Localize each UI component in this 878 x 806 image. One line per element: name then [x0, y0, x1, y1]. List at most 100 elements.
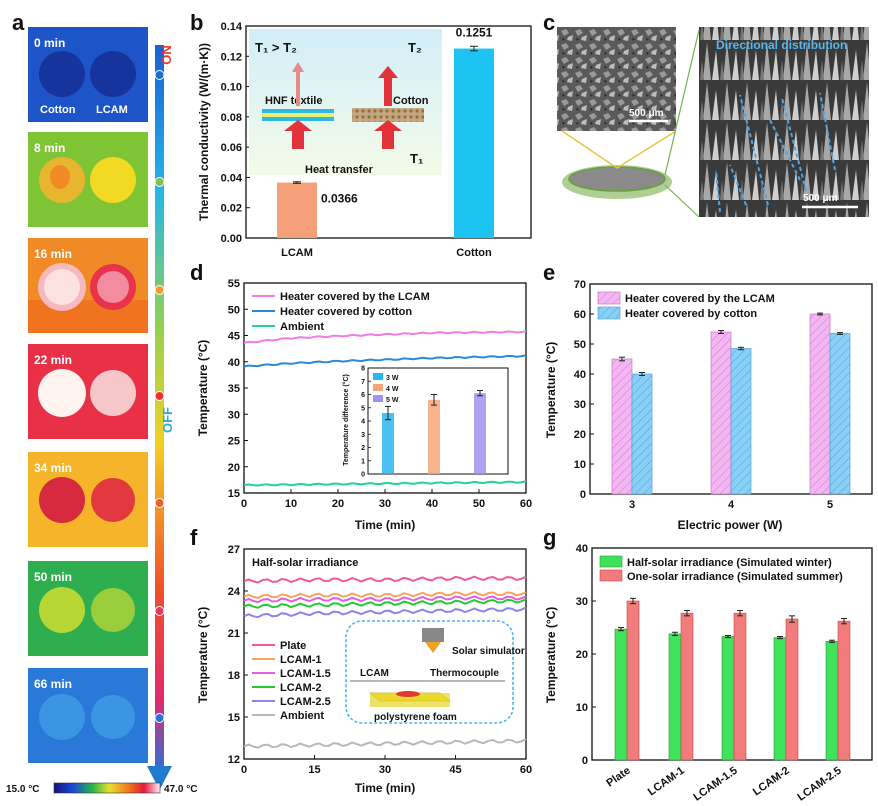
x-tick-label: 20	[332, 498, 344, 510]
x-axis-label: Electric power (W)	[678, 518, 783, 532]
y-axis-label: Temperature (°C)	[544, 607, 558, 704]
cotton-label: Cotton	[393, 95, 429, 107]
bar-0-lcam-2.5	[825, 640, 839, 761]
legend-label: Plate	[280, 640, 306, 652]
thermal-frame-34min: 34 min	[28, 452, 148, 547]
legend-lcam: Heater covered by the LCAM	[625, 293, 775, 305]
bar-1-lcam-1.5	[733, 612, 747, 761]
zoom-lines-small	[561, 130, 677, 169]
inset-legend: 3 W 4 W 5 W	[373, 373, 399, 404]
legend-label: LCAM-2	[280, 682, 322, 694]
y-tick-label: 40	[576, 543, 588, 555]
cotton-sample-label: Cotton	[40, 104, 76, 116]
bar-0-lcam-1.5	[721, 636, 735, 761]
bar-1-lcam-1	[680, 612, 694, 761]
color-scale-bar	[53, 782, 161, 794]
x-axis-label: Time (min)	[355, 781, 415, 795]
inset-y-tick-label: 0	[361, 472, 365, 479]
x-tick-label: Plate	[604, 765, 632, 790]
x-tick-label: 40	[426, 498, 438, 510]
y-tick-label: 45	[228, 331, 240, 343]
y-tick-label: 0.14	[221, 21, 243, 33]
y-tick-label: 30	[574, 399, 586, 411]
direction-arrow-icon	[715, 92, 836, 213]
y-tick-label: 15	[228, 712, 240, 724]
bars	[614, 597, 851, 761]
panel-f-chart: 12 15 18 21 24 27 0 15 30 45 60 Temperature (°C) T…	[196, 544, 532, 795]
panel-d-letter: d	[190, 260, 203, 285]
y-tick-label: 27	[228, 544, 240, 556]
thermal-frame-50min: 50 min	[28, 561, 148, 656]
inset-y-tick-label: 8	[361, 366, 365, 373]
bar-cotton	[454, 48, 494, 238]
inset-bar-2	[474, 393, 486, 474]
inset-y-tick-label: 7	[361, 379, 365, 386]
bar-0-4	[710, 331, 732, 495]
inset-bars	[382, 390, 486, 474]
thermal-frame-16min: 16 min	[28, 238, 148, 333]
bar-0-5	[809, 313, 831, 495]
legend: Heater covered by the LCAM Heater covere…	[252, 291, 430, 333]
heat-transfer-schematic: T₁ > T₂ T₂ T₁ HNF textile Cotton Heat tr…	[249, 29, 442, 176]
series-lines	[243, 330, 527, 487]
bar-0-3	[611, 358, 633, 495]
panel-c-sem-images: 500 μm Directional distribution 500 μm	[557, 27, 869, 218]
frame-time-label: 34 min	[34, 461, 72, 475]
panel-g-chart: 0 10 20 30 40 Plate LCAM-1 LCAM-1.5 LCAM-2 LCAM-2…	[544, 543, 873, 804]
x-tick-label: 4	[728, 499, 735, 511]
y-tick-label: 24	[228, 586, 241, 598]
y-tick-label: 30	[576, 596, 588, 608]
x-tick-label: 5	[827, 499, 833, 511]
inset-y-tick-label: 1	[361, 458, 365, 465]
y-tick-label: 18	[228, 670, 240, 682]
scale-label-small: 500 μm	[629, 108, 664, 119]
inset-y-tick-label: 4	[361, 419, 365, 426]
timeline-arrowhead	[147, 766, 172, 790]
y-tick-label: 20	[576, 649, 588, 661]
y-tick-label: 35	[228, 383, 240, 395]
sample-dot	[396, 691, 420, 697]
inset-y-tick-label: 2	[361, 445, 365, 452]
zoom-line-lower	[664, 184, 700, 218]
panel-e-letter: e	[543, 260, 555, 285]
heater-on-label: ON	[159, 45, 174, 65]
inset-legend-4w: 4 W	[386, 386, 399, 393]
panel-a-thermal-images: 0 min Cotton LCAM 8 min 16 min	[6, 27, 197, 795]
x-tick-label: 60	[520, 498, 532, 510]
y-tick-label: 70	[574, 279, 586, 291]
temperature-difference-inset: 0 1 2 3 4 5 6 7 8 Temperature difference (°C) 3 …	[342, 366, 509, 479]
y-axis-label: Temperature (°C)	[196, 607, 210, 704]
bar-1-lcam-2	[785, 618, 799, 761]
legend-label: LCAM-1	[280, 654, 322, 666]
thermocouple-label: Thermocouple	[430, 668, 499, 679]
legend: Heater covered by the LCAM Heater covere…	[597, 291, 775, 320]
legend-winter: Half-solar irradiance (Simulated winter)	[627, 557, 832, 569]
x-tick-label: LCAM-1.5	[691, 765, 739, 801]
lcam-label: LCAM	[360, 668, 389, 679]
legend-cotton: Heater covered by cotton	[280, 306, 412, 318]
x-tick-label: 3	[629, 499, 635, 511]
panel-b-letter: b	[190, 10, 203, 35]
solar-simulator-label: Solar simulator	[452, 646, 525, 657]
y-tick-label: 10	[574, 459, 586, 471]
legend-label: LCAM-2.5	[280, 696, 331, 708]
panel-e-chart: 0 10 20 30 40 50 60 70 3 4 5 Temperature (°C) Elec…	[544, 279, 873, 532]
x-tick-label: LCAM-1	[646, 765, 687, 799]
series-line-4	[243, 606, 527, 619]
y-tick-label: 0.02	[221, 203, 242, 215]
frame-time-label: 8 min	[34, 141, 65, 155]
inset-y-tick-label: 6	[361, 392, 365, 399]
frame-time-label: 66 min	[34, 677, 72, 691]
frame-time-label: 0 min	[34, 36, 65, 50]
bar-1-4	[730, 348, 752, 495]
bars	[611, 312, 851, 495]
series-line-1	[243, 354, 527, 368]
axes: 12 15 18 21 24 27 0 15 30 45 60	[228, 544, 532, 776]
directional-distribution-label: Directional distribution	[716, 38, 847, 52]
y-axis-label: Temperature (°C)	[544, 342, 558, 439]
temperature-relation: T₁ > T₂	[255, 40, 297, 55]
y-tick-label: 0.12	[221, 51, 242, 63]
thermal-frame-22min: 22 min	[28, 344, 148, 439]
